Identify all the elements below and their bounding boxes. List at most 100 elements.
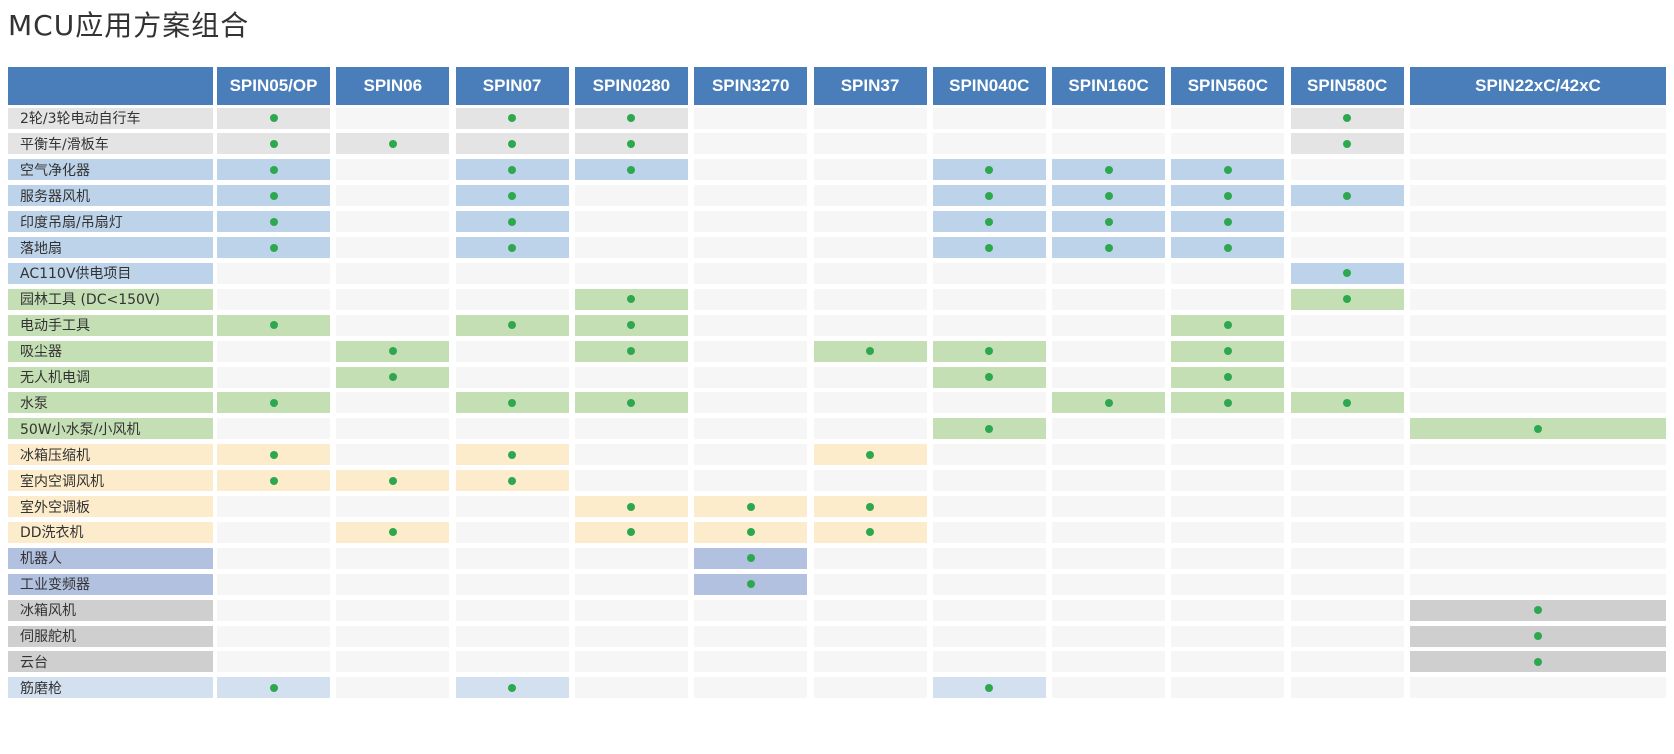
column-header: SPIN06 [336, 67, 450, 105]
row-label: 室外空调板 [8, 496, 213, 517]
table-cell [694, 366, 808, 388]
table-cell [813, 651, 927, 673]
table-cell [1290, 340, 1404, 362]
row-label: 冰箱压缩机 [8, 444, 213, 466]
table-cell [813, 237, 927, 258]
row-label: 伺服舵机 [8, 625, 213, 647]
dot [1223, 321, 1232, 330]
dot [985, 243, 994, 252]
table-cell [1052, 418, 1166, 440]
table-cell [217, 573, 330, 595]
table-cell [217, 521, 330, 543]
table-cell [1052, 651, 1166, 673]
column-header: SPIN22xC/42xC [1410, 67, 1666, 105]
column-header: SPIN560C [1171, 67, 1285, 105]
table-cell [455, 547, 569, 569]
dot [1223, 191, 1232, 200]
table-cell [694, 211, 808, 233]
column-header: SPIN0280 [574, 67, 688, 105]
table-cell [1290, 599, 1404, 621]
table-cell [1171, 418, 1285, 440]
table-cell [813, 133, 927, 155]
table-cell [1052, 314, 1166, 336]
table-cell [1290, 521, 1404, 543]
table-cell [336, 262, 450, 284]
dot [508, 165, 517, 174]
table-cell [574, 418, 688, 440]
dot [269, 321, 278, 330]
table-cell [574, 444, 688, 466]
table-cell [574, 185, 688, 207]
table-cell [1410, 288, 1666, 310]
dot [508, 217, 517, 226]
dot [985, 191, 994, 200]
dot [1104, 165, 1113, 174]
table-cell [1410, 314, 1666, 336]
dot [1104, 243, 1113, 252]
table-cell [336, 237, 450, 258]
dot [1343, 398, 1352, 407]
table-cell [574, 262, 688, 284]
table-cell [336, 418, 450, 440]
table-cell [217, 418, 330, 440]
table-cell [455, 366, 569, 388]
table-cell [1410, 496, 1666, 517]
table-cell [217, 625, 330, 647]
dot [269, 450, 278, 459]
row-label: 落地扇 [8, 237, 213, 258]
table-cell [932, 133, 1046, 155]
table-cell [694, 599, 808, 621]
table-cell [1052, 496, 1166, 517]
table-cell [574, 573, 688, 595]
dot [985, 424, 994, 433]
table-cell [932, 651, 1046, 673]
table-cell [336, 288, 450, 310]
dot [388, 139, 397, 148]
table-cell [336, 185, 450, 207]
table-cell [1410, 133, 1666, 155]
table-cell [813, 547, 927, 569]
table-cell [455, 340, 569, 362]
table-cell [1410, 444, 1666, 466]
table-cell [1290, 677, 1404, 699]
corner-header [8, 67, 213, 105]
table-cell [1410, 547, 1666, 569]
table-cell [1410, 185, 1666, 207]
table-cell [694, 262, 808, 284]
table-cell [574, 237, 688, 258]
table-cell [1052, 133, 1166, 155]
table-cell [1171, 262, 1285, 284]
table-cell [455, 625, 569, 647]
table-cell [1171, 496, 1285, 517]
dot [1343, 139, 1352, 148]
dot [985, 373, 994, 381]
table-cell [1052, 547, 1166, 569]
table-cell [336, 159, 450, 181]
dot [866, 528, 874, 537]
table-cell [694, 107, 808, 129]
row-label: 平衡车/滑板车 [8, 133, 213, 155]
table-cell [455, 521, 569, 543]
table-cell [1171, 651, 1285, 673]
table-cell [1052, 288, 1166, 310]
dot [1104, 217, 1113, 226]
row-label: 工业变频器 [8, 573, 213, 595]
table-cell [1410, 107, 1666, 129]
dot [746, 502, 755, 511]
table-cell [1052, 366, 1166, 388]
table-cell [694, 133, 808, 155]
table-cell [694, 470, 808, 492]
dot [388, 528, 397, 537]
table-cell [1171, 625, 1285, 647]
dot [269, 217, 278, 226]
table-cell [1290, 211, 1404, 233]
table-cell [813, 288, 927, 310]
table-cell [932, 288, 1046, 310]
table-cell [694, 625, 808, 647]
table-cell [574, 651, 688, 673]
table-cell [336, 211, 450, 233]
table-cell [1171, 470, 1285, 492]
table-cell [574, 599, 688, 621]
dot [1343, 114, 1352, 122]
